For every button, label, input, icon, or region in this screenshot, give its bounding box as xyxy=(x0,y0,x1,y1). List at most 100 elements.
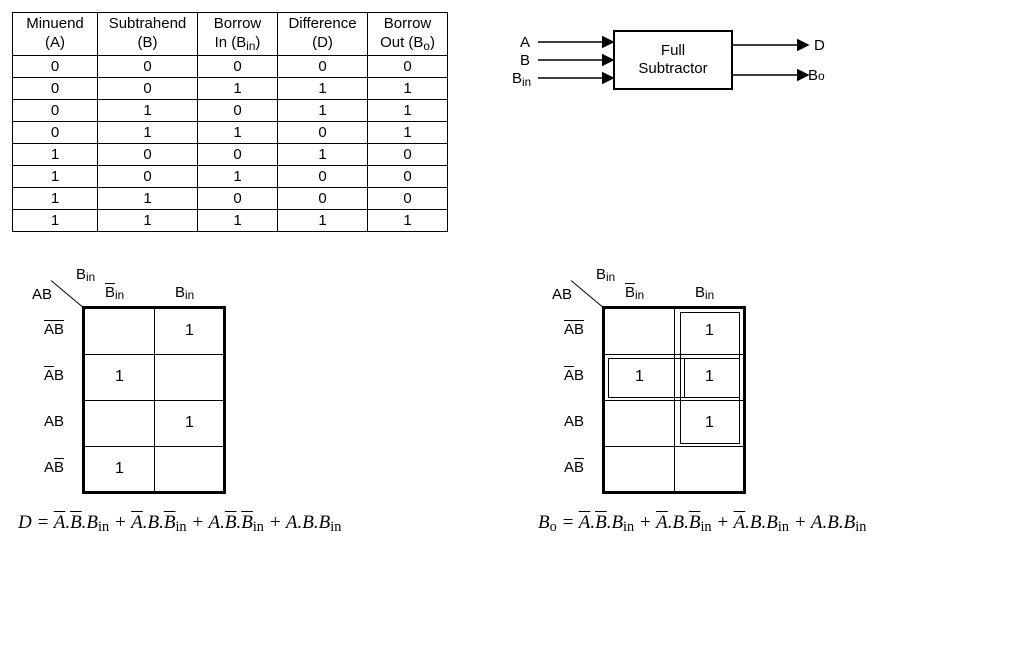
kmap-col-label: Bin xyxy=(105,284,124,301)
tt-cell: 0 xyxy=(198,55,278,77)
kmap-row-label: AB xyxy=(564,459,584,476)
tt-cell: 0 xyxy=(278,55,368,77)
tt-cell: 1 xyxy=(368,209,448,231)
tt-cell: 0 xyxy=(98,143,198,165)
table-row: 10010 xyxy=(13,143,448,165)
kmap-cell xyxy=(85,400,155,446)
tt-cell: 1 xyxy=(198,165,278,187)
kmap-d: 1111ABBinBinBinABABABABD = A.B.Bin + A.B… xyxy=(12,256,472,556)
tt-cell: 1 xyxy=(98,121,198,143)
kmap-equation: D = A.B.Bin + A.B.Bin + A.B.Bin + A.B.Bi… xyxy=(18,512,341,534)
kmap-diag xyxy=(571,280,606,310)
in-label-a: A xyxy=(520,34,530,51)
kmap-cell: 1 xyxy=(675,354,745,400)
kmap-row-label: AB xyxy=(44,367,64,384)
tt-col-header: Difference(D) xyxy=(278,13,368,56)
kmap-row-label: AB xyxy=(564,367,584,384)
tt-cell: 0 xyxy=(13,99,98,121)
kmap-row-label: AB xyxy=(564,413,584,430)
table-row: 11000 xyxy=(13,187,448,209)
tt-cell: 0 xyxy=(278,121,368,143)
kmap-grid: 1111 xyxy=(84,308,225,493)
tt-cell: 1 xyxy=(278,77,368,99)
tt-cell: 1 xyxy=(13,165,98,187)
tt-cell: 0 xyxy=(278,165,368,187)
truth-table-region: Minuend(A)Subtrahend(B)BorrowIn (Bin)Dif… xyxy=(12,12,448,232)
tt-cell: 0 xyxy=(368,165,448,187)
tt-cell: 1 xyxy=(278,99,368,121)
kmap-col-label: Bin xyxy=(625,284,644,301)
kmap-equation: Bo = A.B.Bin + A.B.Bin + A.B.Bin + A.B.B… xyxy=(538,512,866,534)
tt-cell: 0 xyxy=(198,143,278,165)
kmap-cell xyxy=(605,446,675,492)
kmap-cell xyxy=(155,446,225,492)
tt-cell: 1 xyxy=(98,187,198,209)
in-label-bin: Bin xyxy=(512,70,531,87)
kmap-row-label: AB xyxy=(44,459,64,476)
table-row: 00111 xyxy=(13,77,448,99)
block-title-l2: Subtractor xyxy=(638,60,707,77)
tt-cell: 1 xyxy=(13,187,98,209)
block-diagram: FullSubtractor A B Bin D Bo xyxy=(508,20,828,120)
tt-col-header: Subtrahend(B) xyxy=(98,13,198,56)
tt-cell: 1 xyxy=(13,209,98,231)
tt-cell: 0 xyxy=(368,143,448,165)
out-label-bo: Bo xyxy=(808,67,825,84)
tt-col-header: BorrowIn (Bin) xyxy=(198,13,278,56)
kmap-cell: 1 xyxy=(85,446,155,492)
kmap-cell: 1 xyxy=(155,400,225,446)
tt-cell: 0 xyxy=(98,77,198,99)
kmap-cell: 1 xyxy=(675,308,745,354)
tt-cell: 1 xyxy=(98,99,198,121)
tt-cell: 1 xyxy=(198,77,278,99)
tt-cell: 0 xyxy=(13,55,98,77)
kmap-row-label: AB xyxy=(44,321,64,338)
tt-cell: 1 xyxy=(278,209,368,231)
tt-cell: 0 xyxy=(278,187,368,209)
tt-cell: 1 xyxy=(278,143,368,165)
tt-cell: 0 xyxy=(98,165,198,187)
tt-cell: 0 xyxy=(368,187,448,209)
kmap-cell: 1 xyxy=(85,354,155,400)
tt-cell: 1 xyxy=(368,99,448,121)
kmap-axis-bin: Bin xyxy=(596,266,615,283)
kmap-axis-bin: Bin xyxy=(76,266,95,283)
out-label-d: D xyxy=(814,37,825,54)
tt-cell: 1 xyxy=(368,77,448,99)
tt-cell: 1 xyxy=(198,209,278,231)
table-row: 01011 xyxy=(13,99,448,121)
kmap-cell xyxy=(605,308,675,354)
kmap-cell xyxy=(155,354,225,400)
kmap-row-label: AB xyxy=(564,321,584,338)
kmap-col-label: Bin xyxy=(175,284,194,301)
table-row: 10100 xyxy=(13,165,448,187)
tt-cell: 0 xyxy=(98,55,198,77)
tt-cell: 0 xyxy=(368,55,448,77)
tt-cell: 0 xyxy=(13,121,98,143)
kmap-row-label: AB xyxy=(44,413,64,430)
tt-cell: 1 xyxy=(198,121,278,143)
table-row: 11111 xyxy=(13,209,448,231)
kmap-cell xyxy=(85,308,155,354)
table-row: 01101 xyxy=(13,121,448,143)
kmap-axis-ab: AB xyxy=(32,286,52,303)
kmap-axis-ab: AB xyxy=(552,286,572,303)
tt-cell: 1 xyxy=(98,209,198,231)
kmap-cell xyxy=(675,446,745,492)
kmap-cell xyxy=(605,400,675,446)
kmap-cell: 1 xyxy=(605,354,675,400)
kmap-cell: 1 xyxy=(155,308,225,354)
tt-cell: 0 xyxy=(13,77,98,99)
tt-cell: 1 xyxy=(13,143,98,165)
table-row: 00000 xyxy=(13,55,448,77)
truth-table: Minuend(A)Subtrahend(B)BorrowIn (Bin)Dif… xyxy=(12,12,448,232)
kmap-cell: 1 xyxy=(675,400,745,446)
block-title-l1: Full xyxy=(661,42,685,59)
kmap-diag xyxy=(51,280,86,310)
in-label-b: B xyxy=(520,52,530,69)
kmap-grid: 1111 xyxy=(604,308,745,493)
tt-col-header: BorrowOut (Bo) xyxy=(368,13,448,56)
kmap-bo: 1111ABBinBinBinABABABABBo = A.B.Bin + A.… xyxy=(532,256,992,556)
tt-cell: 0 xyxy=(198,187,278,209)
tt-cell: 0 xyxy=(198,99,278,121)
